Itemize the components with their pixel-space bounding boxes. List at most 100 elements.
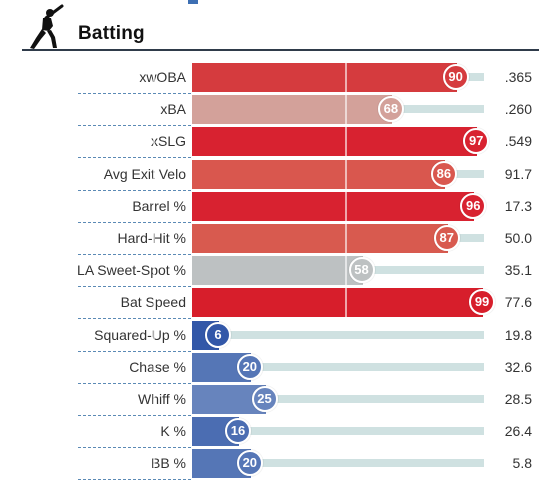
row-divider bbox=[78, 93, 191, 94]
percentile-badge: 20 bbox=[236, 450, 263, 477]
metric-value: 77.6 bbox=[504, 294, 532, 311]
percentile-track bbox=[192, 427, 484, 436]
percentile-track bbox=[192, 362, 484, 371]
metric-row: K % 16 26.4 bbox=[0, 415, 551, 449]
batter-icon bbox=[30, 4, 64, 49]
header-divider bbox=[22, 49, 539, 51]
percentile-badge: 6 bbox=[205, 321, 231, 348]
metric-value: 32.6 bbox=[504, 358, 532, 375]
section-title: Batting bbox=[78, 23, 145, 44]
metric-value: 19.8 bbox=[504, 326, 532, 343]
grid-line bbox=[345, 191, 347, 221]
row-divider bbox=[78, 221, 191, 223]
grid-line bbox=[345, 127, 347, 157]
grid-line bbox=[153, 288, 155, 318]
metric-value: 91.7 bbox=[504, 165, 532, 182]
percentile-badge: 99 bbox=[469, 289, 496, 316]
metric-value: 50.0 bbox=[504, 230, 532, 246]
grid-line bbox=[153, 256, 155, 286]
percentile-badge: 97 bbox=[463, 128, 490, 155]
metric-row: Hard-Hit % 87 50.0 bbox=[0, 222, 551, 255]
grid-line bbox=[153, 63, 155, 92]
metric-label: Avg Exit Velo bbox=[103, 165, 186, 182]
percentile-badge: 87 bbox=[433, 225, 460, 251]
row-divider bbox=[78, 157, 191, 159]
metric-label: xBA bbox=[160, 101, 186, 118]
percentile-badge: 20 bbox=[236, 353, 263, 380]
grid-line bbox=[153, 385, 155, 414]
metric-row: Bat Speed 99 77.6 bbox=[0, 286, 551, 320]
metric-row: Whiff % 25 28.5 bbox=[0, 383, 551, 416]
percentile-badge: 96 bbox=[460, 192, 487, 219]
percentile-badge: 86 bbox=[430, 160, 457, 187]
grid-line bbox=[345, 159, 347, 189]
grid-line bbox=[345, 288, 347, 318]
grid-line bbox=[153, 417, 155, 447]
metric-label: Chase % bbox=[129, 358, 186, 375]
percentile-badge: 16 bbox=[225, 418, 252, 445]
percentile-track bbox=[192, 459, 484, 468]
grid-line bbox=[153, 320, 155, 350]
row-divider bbox=[78, 318, 191, 320]
grid-line bbox=[153, 352, 155, 382]
metric-row: Chase % 20 32.6 bbox=[0, 351, 551, 384]
percentile-track bbox=[192, 330, 484, 339]
metric-label: Hard-Hit % bbox=[117, 230, 186, 246]
grid-line bbox=[153, 449, 155, 479]
row-divider bbox=[78, 382, 191, 384]
percentile-bar bbox=[192, 95, 392, 125]
percentile-badge: 68 bbox=[377, 96, 404, 123]
percentile-badge: 25 bbox=[251, 386, 278, 412]
metric-value: 35.1 bbox=[504, 262, 532, 279]
metric-value: 17.3 bbox=[504, 197, 532, 214]
metric-row: xBA 68 .260 bbox=[0, 93, 551, 127]
row-divider bbox=[78, 125, 191, 127]
metric-value: .365 bbox=[504, 69, 532, 85]
metric-label: BB % bbox=[150, 455, 186, 472]
grid-line bbox=[345, 63, 347, 92]
metric-label: K % bbox=[160, 423, 186, 440]
metric-label: LA Sweet-Spot % bbox=[77, 262, 186, 279]
percentile-bar bbox=[192, 224, 448, 253]
row-divider bbox=[78, 447, 191, 449]
metric-row: Barrel % 96 17.3 bbox=[0, 190, 551, 223]
grid-line bbox=[345, 95, 347, 125]
grid-line bbox=[153, 95, 155, 125]
metric-row: Avg Exit Velo 86 91.7 bbox=[0, 158, 551, 191]
metric-label: Barrel % bbox=[132, 197, 186, 214]
metric-value: 26.4 bbox=[504, 423, 532, 440]
row-divider bbox=[78, 415, 191, 416]
percentile-bar bbox=[192, 63, 457, 92]
metric-value: .549 bbox=[504, 133, 532, 150]
metric-label: xSLG bbox=[150, 133, 186, 150]
metric-value: .260 bbox=[504, 101, 532, 118]
metric-label: Squared-Up % bbox=[94, 326, 186, 343]
percentile-bar bbox=[192, 191, 475, 221]
grid-line bbox=[153, 224, 155, 253]
metric-value: 28.5 bbox=[504, 391, 532, 407]
row-divider bbox=[78, 254, 191, 255]
row-divider bbox=[78, 286, 191, 288]
percentile-bar bbox=[192, 127, 478, 157]
percentile-bar bbox=[192, 288, 484, 318]
percentile-bar bbox=[192, 256, 363, 286]
grid-line bbox=[345, 224, 347, 253]
grid-line bbox=[153, 159, 155, 189]
percentile-bar bbox=[192, 159, 445, 189]
metric-value: 5.8 bbox=[512, 455, 532, 472]
row-divider bbox=[78, 350, 191, 352]
metric-label: Whiff % bbox=[138, 391, 186, 407]
metric-row: xwOBA 90 .365 bbox=[0, 61, 551, 94]
top-accent-strip bbox=[188, 0, 198, 4]
grid-line bbox=[345, 256, 347, 286]
section-header: Batting bbox=[0, 0, 551, 52]
metric-row: BB % 20 5.8 bbox=[0, 447, 551, 480]
metric-row: xSLG 97 .549 bbox=[0, 125, 551, 159]
grid-line bbox=[153, 127, 155, 157]
row-divider bbox=[78, 189, 191, 191]
metric-row: Squared-Up % 6 19.8 bbox=[0, 319, 551, 352]
percentile-badge: 90 bbox=[442, 64, 469, 90]
grid-line bbox=[153, 191, 155, 221]
metric-label: xwOBA bbox=[139, 69, 186, 85]
metric-row: LA Sweet-Spot % 58 35.1 bbox=[0, 254, 551, 288]
